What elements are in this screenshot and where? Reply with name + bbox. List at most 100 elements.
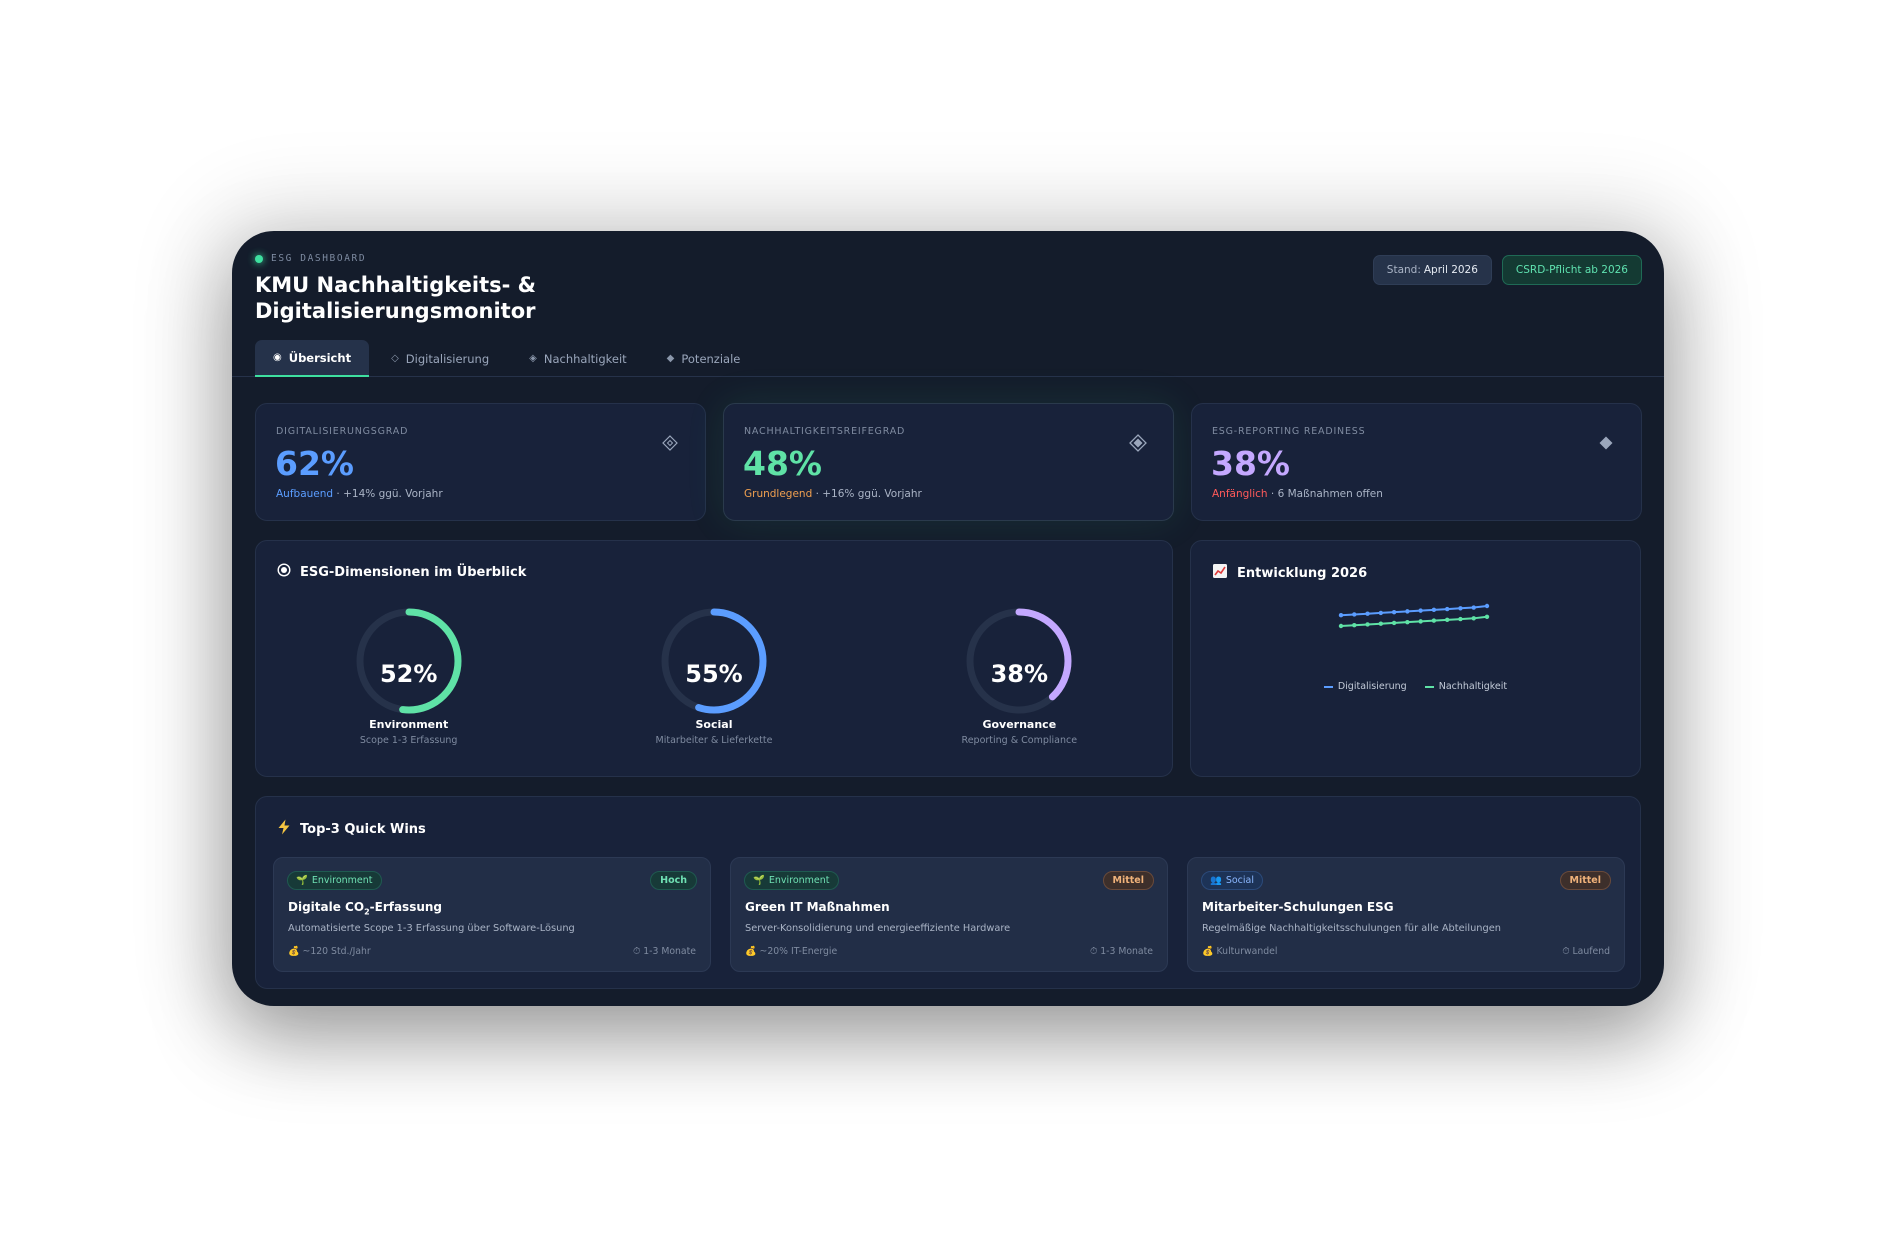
ring-value: 55% xyxy=(685,660,743,688)
diamond-filled-icon: ◆ xyxy=(666,353,675,364)
esg-section-title: ESG-Dimensionen im Überblick xyxy=(277,563,526,581)
header-badges: Stand: April 2026 CSRD-Pflicht ab 2026 xyxy=(1372,255,1642,285)
ring-arc-governance xyxy=(966,608,1072,714)
kpi-subtext: Anfänglich · 6 Maßnahmen offen xyxy=(1212,488,1383,500)
tag-label: Social xyxy=(1225,875,1255,886)
legend-swatch xyxy=(1424,685,1434,688)
esg-rings: 52% Environment Scope 1-3 Erfassung 55% … xyxy=(256,606,1172,756)
data-point-nachhaltigkeit xyxy=(1418,619,1423,624)
seedling-icon: 🌱 xyxy=(753,875,765,886)
priority-badge: Hoch xyxy=(650,871,697,890)
duration-text: Laufend xyxy=(1572,946,1610,957)
stand-label: Stand: xyxy=(1386,264,1421,276)
saving-text: ~20% IT-Energie xyxy=(759,946,838,957)
priority-badge: Mittel xyxy=(1559,871,1611,890)
kpi-status: Aufbauend xyxy=(276,488,334,500)
quick-win-item[interactable]: 🌱 Environment Hoch Digitale CO2-Erfassung… xyxy=(273,857,711,972)
data-point-digitalisierung xyxy=(1484,603,1490,609)
diamond-dotted-icon: ◈ xyxy=(529,353,537,364)
development-card: Entwicklung 2026 Digitalisierung Nachhal… xyxy=(1190,540,1641,777)
quick-win-footer: 💰 ~120 Std./Jahr ⏱ 1-3 Monate xyxy=(288,946,696,957)
progress-ring-governance xyxy=(966,608,1072,714)
chart-legend: Digitalisierung Nachhaltigkeit xyxy=(1191,681,1640,692)
data-point-digitalisierung xyxy=(1431,607,1437,613)
quick-win-footer: 💰 ~20% IT-Energie ⏱ 1-3 Monate xyxy=(745,946,1153,957)
tab-label: Nachhaltigkeit xyxy=(543,351,627,366)
duration-info: ⏱ 1-3 Monate xyxy=(633,946,696,957)
quick-win-title: Digitale CO2-Erfassung xyxy=(288,900,442,916)
header: ESG DASHBOARD KMU Nachhaltigkeits- & Dig… xyxy=(255,253,1642,333)
legend-swatch xyxy=(1323,685,1333,688)
ring-governance: 38% Governance Reporting & Compliance xyxy=(867,606,1172,756)
saving-text: ~120 Std./Jahr xyxy=(302,946,371,957)
data-point-nachhaltigkeit xyxy=(1338,623,1344,629)
saving-info: 💰 ~120 Std./Jahr xyxy=(288,946,371,957)
kpi-card-nachhaltigkeit: NACHHALTIGKEITSREIFEGRAD 48% Grundlegend… xyxy=(723,403,1174,521)
saving-text: Kulturwandel xyxy=(1216,946,1278,957)
data-point-digitalisierung xyxy=(1365,611,1370,616)
kpi-status: Anfänglich xyxy=(1212,488,1268,500)
data-point-nachhaltigkeit xyxy=(1444,617,1450,623)
eyebrow: ESG DASHBOARD xyxy=(255,253,1642,264)
data-point-nachhaltigkeit xyxy=(1458,616,1463,622)
data-point-digitalisierung xyxy=(1352,612,1357,617)
legend-item-digitalisierung: Digitalisierung xyxy=(1323,681,1407,692)
quick-win-item[interactable]: 👥 Social Mittel Mitarbeiter-Schulungen ES… xyxy=(1187,857,1625,972)
kpi-subtext: Grundlegend · +16% ggü. Vorjahr xyxy=(744,488,922,500)
title-part: -Erfassung xyxy=(369,900,443,914)
data-point-nachhaltigkeit xyxy=(1471,616,1476,621)
data-point-digitalisierung xyxy=(1405,609,1410,614)
kpi-value: 38% xyxy=(1211,444,1290,483)
tab-nachhaltigkeit[interactable]: ◈ Nachhaltigkeit xyxy=(511,340,645,377)
tab-bar: ◉ Übersicht ◇ Digitalisierung ◈ Nachhalt… xyxy=(255,340,1664,378)
development-line-chart xyxy=(1338,603,1490,629)
tab-digitalisierung[interactable]: ◇ Digitalisierung xyxy=(373,340,507,377)
stand-badge: Stand: April 2026 xyxy=(1372,255,1492,285)
ring-value: 52% xyxy=(379,660,438,688)
data-point-nachhaltigkeit xyxy=(1352,623,1357,628)
tag-label: Environment xyxy=(311,875,373,886)
development-title-text: Entwicklung 2026 xyxy=(1237,565,1368,581)
kpi-subtext: Aufbauend · +14% ggü. Vorjahr xyxy=(276,488,443,500)
data-point-nachhaltigkeit xyxy=(1484,614,1490,619)
kpi-label: NACHHALTIGKEITSREIFEGRAD xyxy=(744,426,906,437)
page-title: KMU Nachhaltigkeits- & Digitalisierungsm… xyxy=(255,273,536,323)
kpi-label: DIGITALISIERUNGSGRAD xyxy=(276,426,409,437)
seedling-icon: 🌱 xyxy=(296,875,308,886)
quick-win-description: Automatisierte Scope 1-3 Erfassung über … xyxy=(288,923,575,934)
diamond-filled-icon xyxy=(1597,434,1615,452)
series-line-nachhaltigkeit xyxy=(1340,615,1488,627)
data-point-nachhaltigkeit xyxy=(1405,619,1410,625)
data-point-digitalisierung xyxy=(1338,613,1344,618)
series-line-digitalisierung xyxy=(1340,605,1488,617)
progress-ring-social xyxy=(661,608,767,714)
diamond-outline-icon: ◇ xyxy=(391,353,399,364)
radio-icon: ◉ xyxy=(273,352,282,363)
quick-wins-title-text: Top-3 Quick Wins xyxy=(300,821,426,837)
title-part: Green IT Maßnahmen xyxy=(745,900,890,914)
data-point-nachhaltigkeit xyxy=(1378,621,1384,626)
ring-name: Social xyxy=(695,718,733,731)
kpi-detail: · +16% ggü. Vorjahr xyxy=(812,488,922,500)
development-section-title: Entwicklung 2026 xyxy=(1212,563,1367,583)
esg-title-text: ESG-Dimensionen im Überblick xyxy=(300,564,527,580)
money-bag-icon: 💰 xyxy=(745,946,757,957)
kpi-status: Grundlegend xyxy=(744,488,813,500)
legend-label: Nachhaltigkeit xyxy=(1438,681,1508,692)
tab-uebersicht[interactable]: ◉ Übersicht xyxy=(255,340,370,377)
money-bag-icon: 💰 xyxy=(288,946,300,957)
data-point-nachhaltigkeit xyxy=(1431,618,1437,623)
ring-name: Environment xyxy=(369,718,449,731)
duration-info: ⏱ Laufend xyxy=(1562,946,1610,957)
quick-wins-title: Top-3 Quick Wins xyxy=(277,819,426,839)
kpi-card-digitalisierung: DIGITALISIERUNGSGRAD 62% Aufbauend · +14… xyxy=(255,403,706,521)
tab-potenziale[interactable]: ◆ Potenziale xyxy=(649,340,759,377)
tab-label: Digitalisierung xyxy=(405,351,490,366)
kpi-value: 48% xyxy=(743,444,822,483)
legend-item-nachhaltigkeit: Nachhaltigkeit xyxy=(1424,681,1508,692)
quick-win-item[interactable]: 🌱 Environment Mittel Green IT Maßnahmen S… xyxy=(730,857,1168,972)
data-point-digitalisierung xyxy=(1418,608,1423,613)
stand-value: April 2026 xyxy=(1423,264,1478,276)
category-tag-environment: 🌱 Environment xyxy=(287,871,382,890)
quick-win-footer: 💰 Kulturwandel ⏱ Laufend xyxy=(1202,946,1610,957)
